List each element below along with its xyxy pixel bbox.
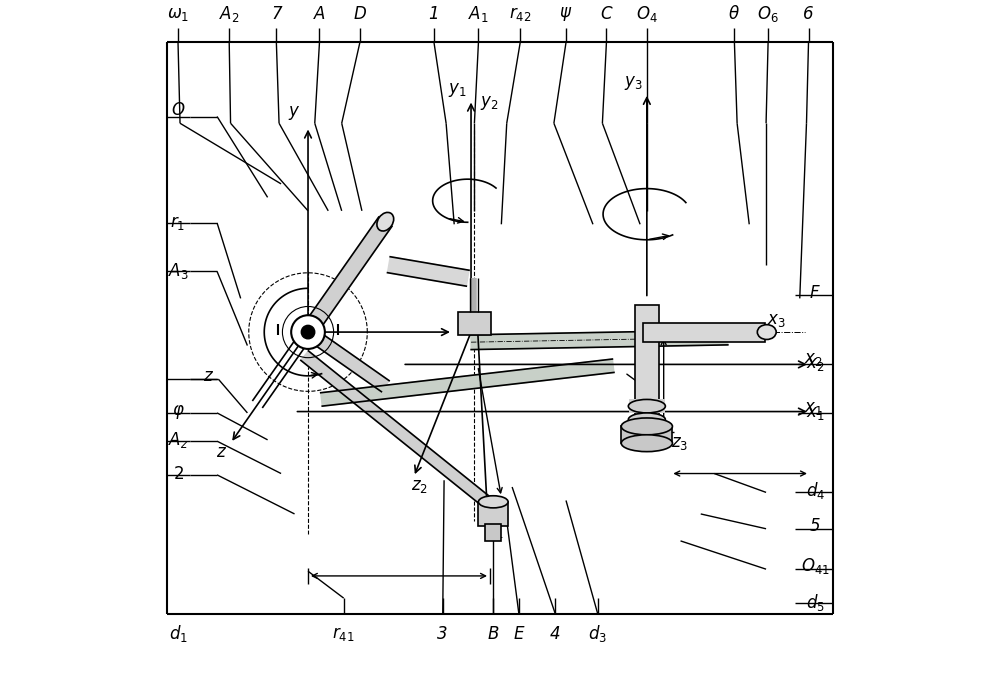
Text: $\psi$: $\psi$: [559, 5, 573, 23]
Text: $C$: $C$: [600, 5, 613, 23]
Bar: [485, 524, 501, 541]
Polygon shape: [301, 351, 497, 512]
Polygon shape: [387, 257, 469, 286]
Text: 6: 6: [803, 5, 814, 23]
Polygon shape: [301, 217, 392, 336]
Text: 7: 7: [271, 5, 282, 23]
Text: $O$: $O$: [171, 101, 185, 118]
Text: $D$: $D$: [353, 5, 367, 23]
Text: $d_5$: $d_5$: [806, 592, 825, 613]
Bar: [629, 399, 665, 413]
Text: $r_1$: $r_1$: [170, 214, 186, 232]
Text: $r_{41}$: $r_{41}$: [332, 625, 355, 643]
Text: $\omega_1$: $\omega_1$: [167, 5, 189, 23]
Ellipse shape: [621, 435, 672, 452]
Text: $A_1$: $A_1$: [468, 4, 489, 24]
Text: 5: 5: [810, 517, 821, 535]
Text: $A_2$: $A_2$: [219, 4, 239, 24]
Text: $\varphi$: $\varphi$: [172, 403, 184, 420]
Text: $F$: $F$: [809, 284, 821, 302]
Text: $A_z$: $A_z$: [168, 430, 188, 450]
Bar: [621, 427, 672, 443]
Text: $y$: $y$: [288, 104, 301, 122]
Text: $z$: $z$: [203, 367, 215, 385]
Text: $x_3$: $x_3$: [767, 311, 786, 329]
Ellipse shape: [377, 213, 394, 231]
Ellipse shape: [757, 325, 776, 339]
Bar: [478, 502, 508, 526]
Text: 4: 4: [550, 625, 561, 643]
Text: $z_1$: $z_1$: [487, 522, 505, 540]
Text: $z_3$: $z_3$: [671, 434, 688, 452]
Circle shape: [301, 326, 315, 338]
Polygon shape: [304, 326, 389, 392]
Text: $y_1$: $y_1$: [448, 81, 467, 99]
Text: $d_1$: $d_1$: [169, 624, 187, 645]
Text: $z$: $z$: [216, 443, 227, 461]
Text: $B$: $B$: [487, 625, 499, 643]
Bar: [458, 312, 491, 335]
Ellipse shape: [628, 399, 665, 413]
Text: $O_6$: $O_6$: [757, 4, 779, 24]
Text: $r_{42}$: $r_{42}$: [509, 5, 531, 23]
Bar: [635, 305, 659, 423]
Text: $d_4$: $d_4$: [806, 480, 825, 501]
Text: $E$: $E$: [513, 625, 525, 643]
Text: $x_2$: $x_2$: [806, 355, 825, 374]
Ellipse shape: [478, 496, 508, 508]
Text: $2$: $2$: [173, 464, 184, 483]
Text: $x_1$: $x_1$: [804, 399, 823, 416]
Text: $O_{41}$: $O_{41}$: [801, 556, 830, 577]
Text: $x$: $x$: [458, 316, 471, 334]
Text: $x_2$: $x_2$: [804, 350, 822, 368]
Circle shape: [291, 315, 325, 349]
Text: 3: 3: [437, 625, 448, 643]
Polygon shape: [321, 359, 614, 406]
Text: $y_2$: $y_2$: [480, 94, 498, 112]
Text: 1: 1: [429, 5, 439, 23]
Text: $A_3$: $A_3$: [168, 261, 188, 282]
Text: $d_3$: $d_3$: [588, 624, 607, 645]
Text: $O_4$: $O_4$: [636, 4, 658, 24]
Bar: [643, 323, 765, 341]
Ellipse shape: [621, 418, 672, 435]
Text: $z_2$: $z_2$: [411, 477, 428, 495]
Ellipse shape: [628, 413, 665, 427]
Text: $x_1$: $x_1$: [806, 404, 825, 422]
Text: $y_3$: $y_3$: [624, 74, 643, 92]
Text: $A$: $A$: [313, 5, 326, 23]
Polygon shape: [471, 330, 728, 349]
Text: $\theta$: $\theta$: [728, 5, 740, 23]
